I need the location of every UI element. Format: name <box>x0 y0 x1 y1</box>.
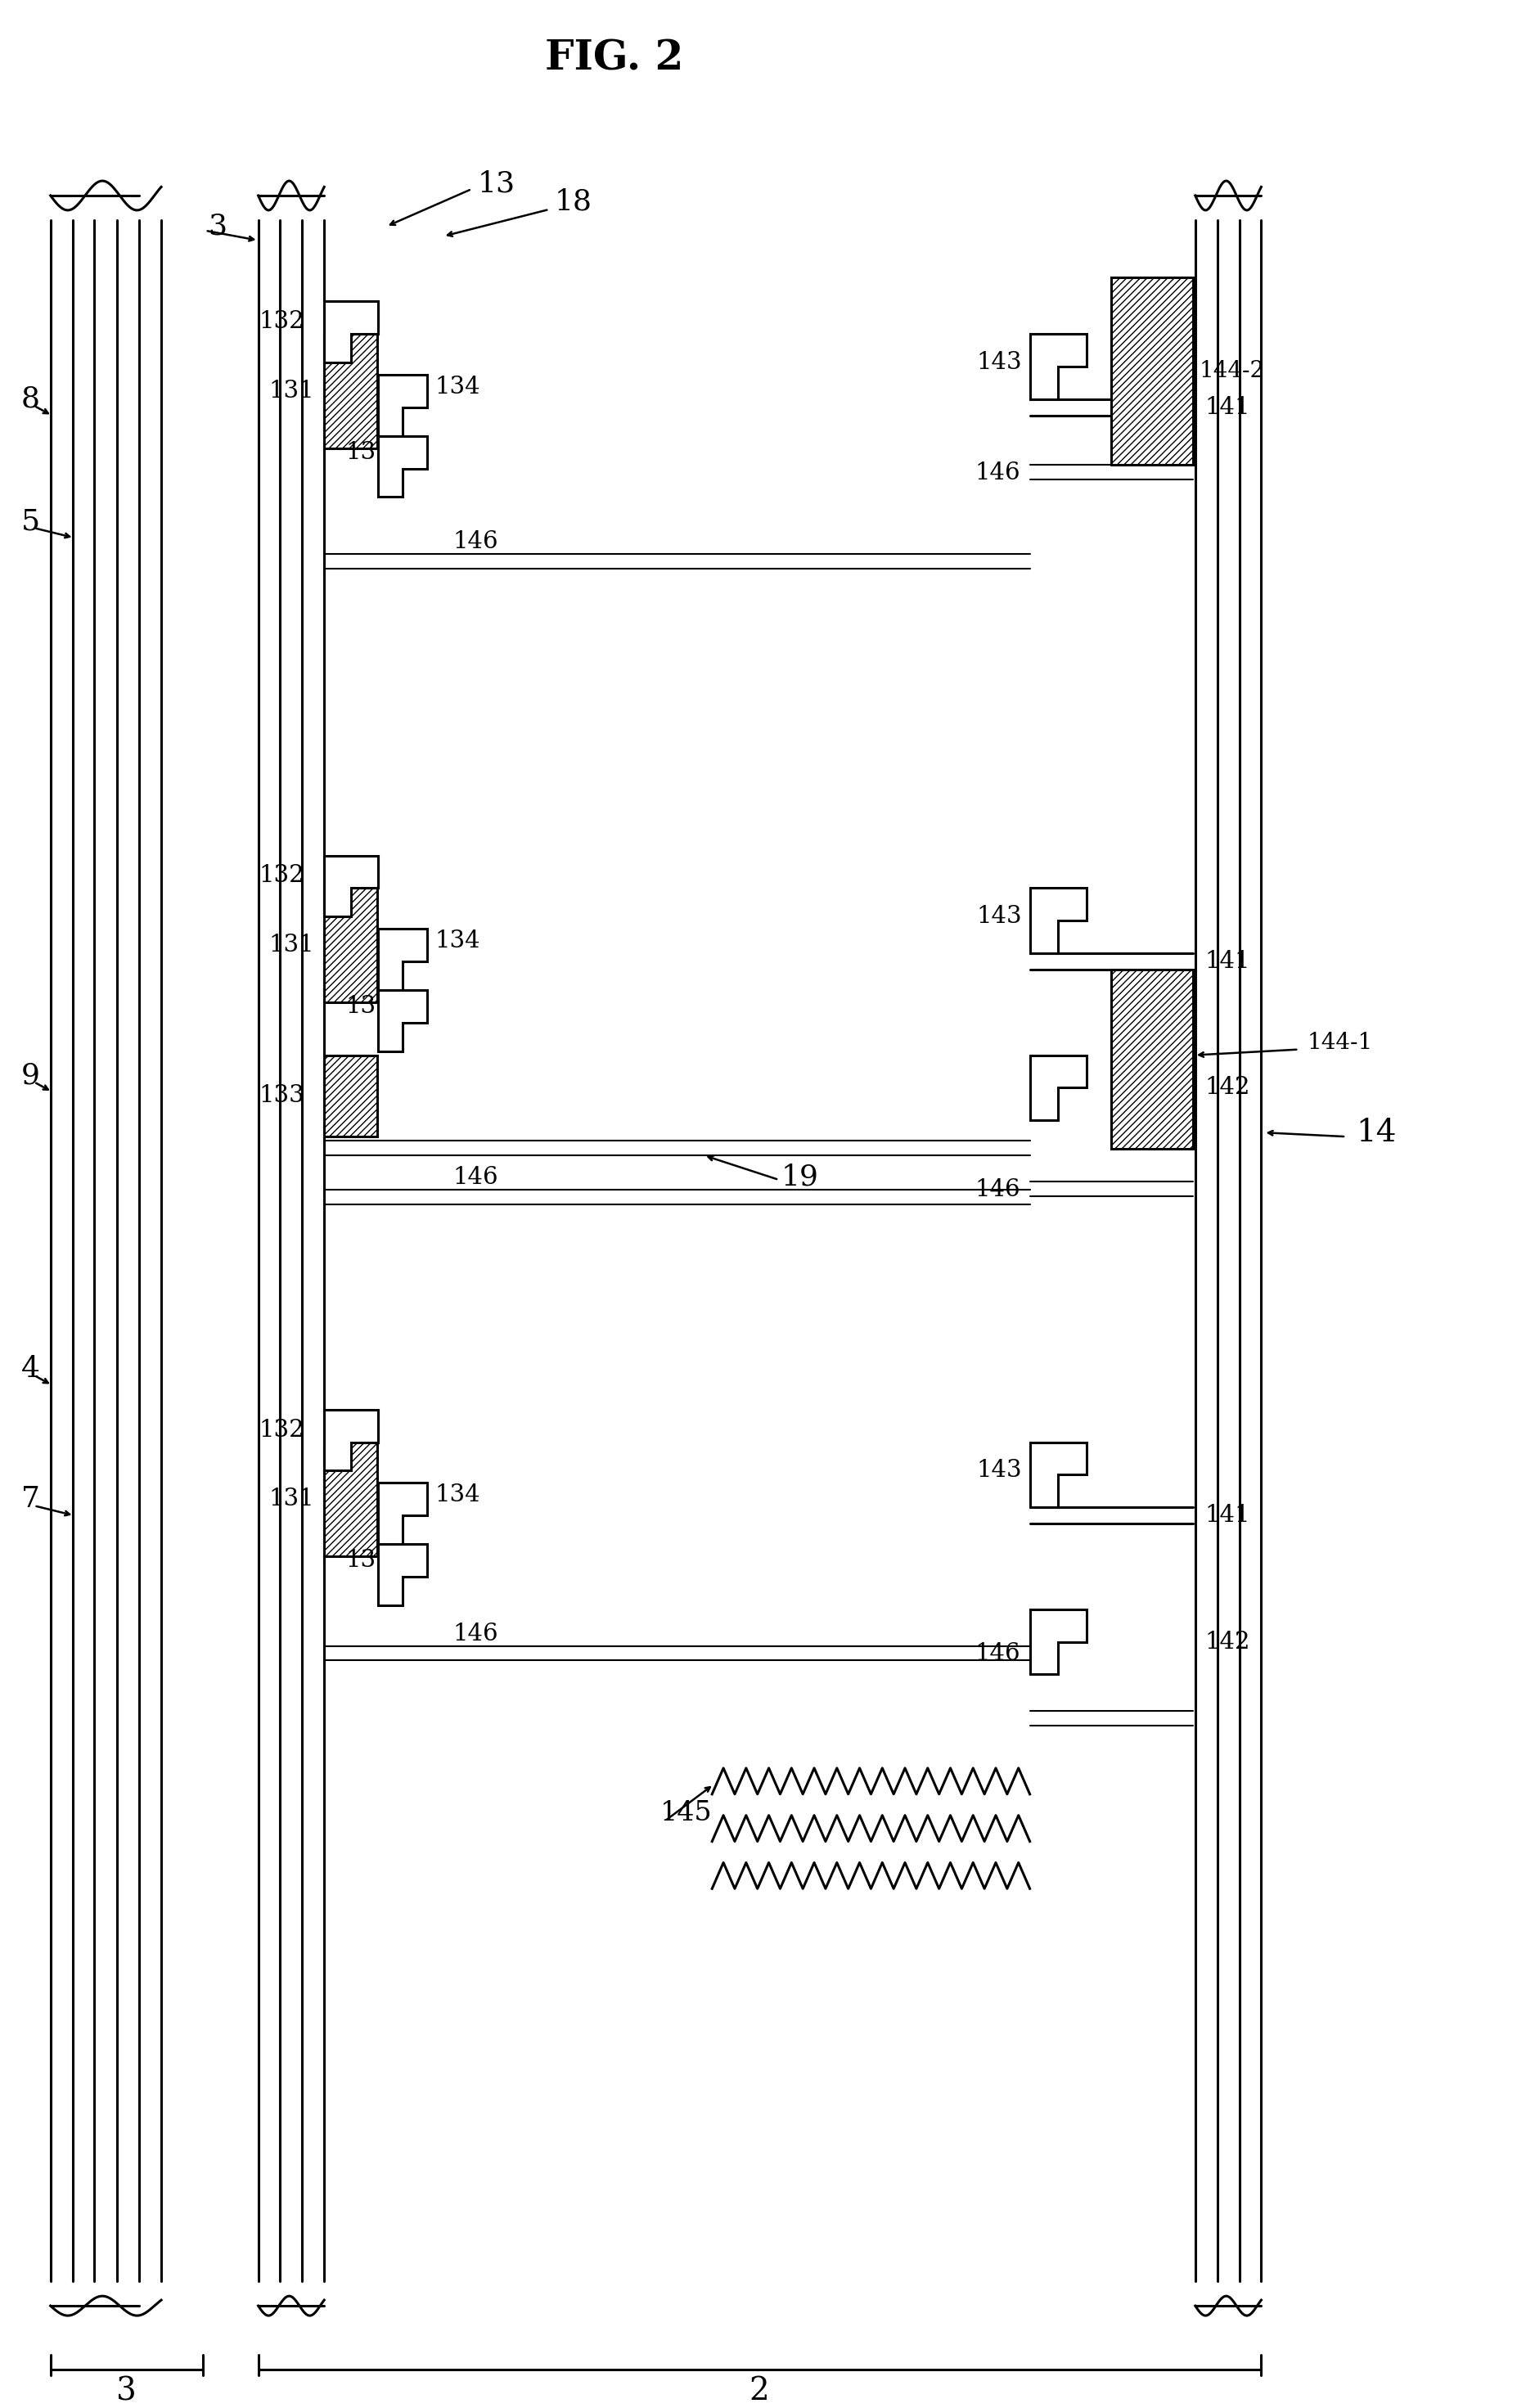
Bar <box>325 889 378 1002</box>
Polygon shape <box>1030 1609 1086 1674</box>
Text: 141: 141 <box>1204 395 1250 419</box>
Text: 133: 133 <box>259 1084 305 1108</box>
Bar <box>325 1442 378 1556</box>
Text: 132: 132 <box>259 1418 305 1442</box>
Text: 5: 5 <box>21 508 39 535</box>
Polygon shape <box>378 376 426 436</box>
Text: 146: 146 <box>974 1642 1019 1666</box>
Text: 3: 3 <box>208 212 228 241</box>
Polygon shape <box>378 990 426 1050</box>
Text: 4: 4 <box>21 1356 39 1382</box>
Text: 132: 132 <box>259 864 305 886</box>
Polygon shape <box>378 929 426 990</box>
Text: 132: 132 <box>259 311 305 332</box>
Bar <box>325 335 378 448</box>
Text: 135: 135 <box>346 441 391 465</box>
Text: 7: 7 <box>21 1486 39 1512</box>
Text: 134: 134 <box>435 929 481 954</box>
Bar <box>1112 970 1192 1149</box>
Text: 143: 143 <box>975 352 1021 373</box>
Polygon shape <box>325 301 378 364</box>
Polygon shape <box>378 1483 426 1544</box>
Text: 146: 146 <box>454 1165 499 1190</box>
Text: 13: 13 <box>478 169 514 197</box>
Text: 134: 134 <box>435 1483 481 1507</box>
Polygon shape <box>325 855 378 917</box>
Text: 135: 135 <box>346 1548 391 1572</box>
Text: 141: 141 <box>1204 1505 1250 1527</box>
Text: 135: 135 <box>346 995 391 1019</box>
Text: 146: 146 <box>974 1178 1019 1202</box>
Text: 19: 19 <box>781 1163 819 1192</box>
Text: 146: 146 <box>454 530 499 554</box>
Text: 2: 2 <box>749 2377 769 2406</box>
Polygon shape <box>1030 335 1086 400</box>
Text: 141: 141 <box>1204 951 1250 973</box>
Polygon shape <box>378 1544 426 1606</box>
Text: 142: 142 <box>1204 1076 1250 1098</box>
Text: 144-2: 144-2 <box>1200 359 1265 383</box>
Text: 134: 134 <box>435 376 481 397</box>
Polygon shape <box>378 436 426 496</box>
Polygon shape <box>325 1409 378 1471</box>
Text: 143: 143 <box>975 1459 1021 1483</box>
Bar <box>325 1055 378 1137</box>
Text: 131: 131 <box>269 380 314 402</box>
Text: 8: 8 <box>21 385 39 414</box>
Bar <box>1112 277 1192 465</box>
Text: 3: 3 <box>117 2377 137 2406</box>
Polygon shape <box>1030 889 1086 954</box>
Text: FIG. 2: FIG. 2 <box>545 39 684 79</box>
Text: 144-1: 144-1 <box>1306 1033 1373 1055</box>
Text: 142: 142 <box>1204 1630 1250 1654</box>
Text: 9: 9 <box>21 1062 39 1088</box>
Polygon shape <box>1030 1055 1086 1120</box>
Text: 131: 131 <box>269 1488 314 1510</box>
Polygon shape <box>1030 1442 1086 1507</box>
Text: 146: 146 <box>454 1623 499 1645</box>
Text: 18: 18 <box>555 188 592 217</box>
Text: 143: 143 <box>975 905 1021 927</box>
Text: 145: 145 <box>660 1799 711 1825</box>
Text: 131: 131 <box>269 934 314 956</box>
Text: 146: 146 <box>974 460 1019 484</box>
Text: 14: 14 <box>1356 1117 1396 1149</box>
